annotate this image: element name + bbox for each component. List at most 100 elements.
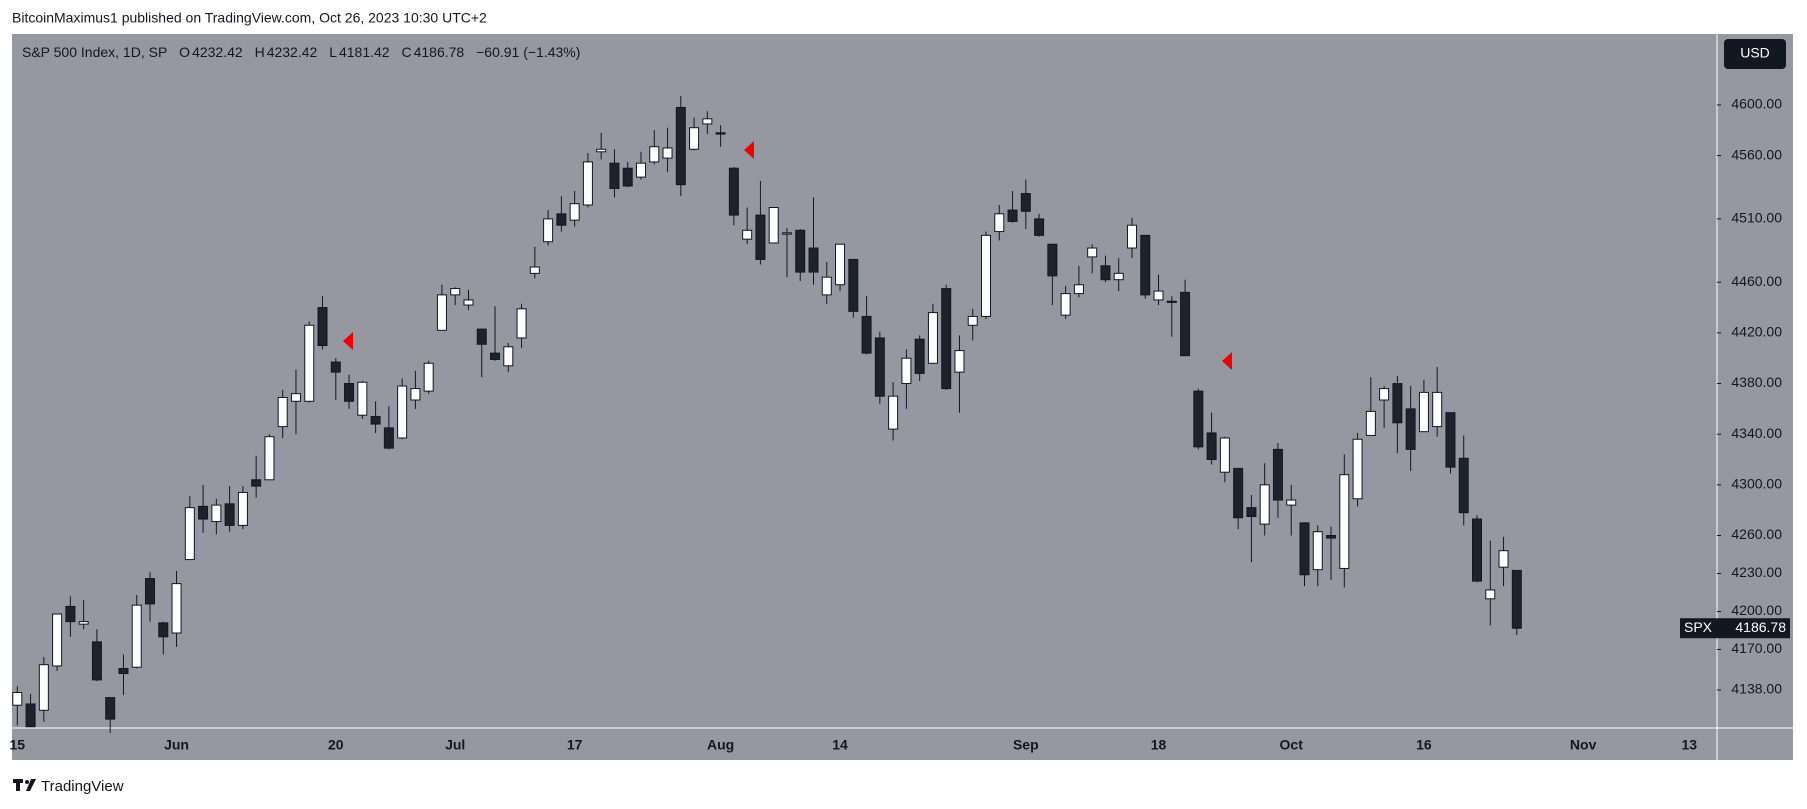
candle-body xyxy=(198,505,209,520)
candle-body xyxy=(1312,531,1323,571)
legend-title: S&P 500 Index, 1D, SP xyxy=(22,44,168,60)
candle-body xyxy=(635,162,646,178)
candle-body xyxy=(211,504,222,523)
legend-key: H xyxy=(254,44,265,60)
candle-body xyxy=(781,232,792,235)
candle-body xyxy=(715,132,726,135)
currency-badge[interactable] xyxy=(1724,39,1786,69)
candle-body xyxy=(662,147,673,159)
x-tick-label: Jun xyxy=(164,737,189,753)
candle-body xyxy=(1498,550,1509,568)
symbol-label: SPX xyxy=(1684,619,1713,635)
candle-body xyxy=(290,393,301,402)
candle-body xyxy=(1180,291,1191,357)
x-tick-label: Oct xyxy=(1280,737,1304,753)
y-tick-label: 4600.00 xyxy=(1731,96,1782,112)
candle-body xyxy=(410,388,421,401)
footer-logo xyxy=(13,779,36,791)
candle-body xyxy=(436,294,447,331)
candle-body xyxy=(476,328,487,345)
candle-body xyxy=(423,362,434,392)
x-tick-label: 13 xyxy=(1682,737,1698,753)
y-tick-label: 4260.00 xyxy=(1731,526,1782,542)
legend-change: −60.91 (−1.43%) xyxy=(476,44,581,60)
candle-body xyxy=(596,148,607,153)
candle-body xyxy=(357,381,368,416)
candle-body xyxy=(768,207,779,244)
candle-body xyxy=(158,622,169,638)
candle-body xyxy=(1286,499,1297,506)
signal-marker xyxy=(1222,352,1232,370)
candle-body xyxy=(1326,535,1337,539)
candle-body xyxy=(702,118,713,125)
candle-body xyxy=(888,395,899,430)
y-tick-label: 4300.00 xyxy=(1731,476,1782,492)
candle-body xyxy=(861,315,872,354)
candle-body xyxy=(38,664,49,711)
ohlc-legend: S&P 500 Index, 1D, SP O 4232.42 H 4232.42 … xyxy=(22,44,582,60)
candle-body xyxy=(277,396,288,428)
x-tick-label: 15 xyxy=(10,737,26,753)
x-tick-label: 14 xyxy=(832,737,848,753)
candle-body xyxy=(251,479,262,487)
x-tick-label: 17 xyxy=(567,737,583,753)
candle-body xyxy=(105,697,116,720)
publisher-header: BitcoinMaximus1 published on TradingView… xyxy=(12,10,487,26)
candle-body xyxy=(556,213,567,226)
candle-body xyxy=(1087,247,1098,258)
candle-body xyxy=(344,383,355,402)
y-tick-label: 4420.00 xyxy=(1731,324,1782,340)
candle-body xyxy=(383,427,394,449)
candle-body xyxy=(954,350,965,373)
candle-body xyxy=(1126,224,1137,249)
y-tick-label: 4200.00 xyxy=(1731,602,1782,618)
candle-body xyxy=(1458,457,1469,514)
candle-body xyxy=(370,415,381,425)
candle-body xyxy=(609,162,620,190)
candle-body xyxy=(994,213,1005,233)
candle-body xyxy=(529,266,540,274)
candle-body xyxy=(450,288,461,296)
candle-body xyxy=(1432,391,1443,428)
candle-body xyxy=(131,604,142,668)
candle-body xyxy=(1034,218,1045,236)
candle-body xyxy=(795,229,806,273)
candle-body xyxy=(237,491,248,526)
footer-brand: TradingView xyxy=(41,778,124,795)
candle-body xyxy=(1233,467,1244,519)
candle-body xyxy=(941,288,952,390)
x-tick-label: Jul xyxy=(445,737,465,753)
x-tick-label: Nov xyxy=(1570,737,1597,753)
candle-body xyxy=(1166,300,1177,303)
y-tick-label: 4230.00 xyxy=(1731,564,1782,580)
candle-body xyxy=(1047,243,1058,277)
candle-body xyxy=(304,324,315,402)
candle-body xyxy=(967,315,978,326)
candle-body xyxy=(1418,391,1429,433)
legend-value: 4186.78 xyxy=(413,44,465,60)
legend-key: L xyxy=(329,44,337,60)
candle-body xyxy=(1511,569,1522,629)
candle-body xyxy=(742,229,753,240)
candle-body xyxy=(675,106,686,186)
candle-body xyxy=(1272,448,1283,501)
candle-body xyxy=(1007,209,1018,222)
candle-body xyxy=(728,167,739,216)
legend-value: 4232.42 xyxy=(266,44,318,60)
candle-body xyxy=(821,276,832,296)
legend-value: 4181.42 xyxy=(338,44,390,60)
candle-body xyxy=(1392,383,1403,424)
y-tick-label: 4340.00 xyxy=(1731,425,1782,441)
candle-body xyxy=(52,613,63,667)
candle-body xyxy=(65,605,76,623)
y-tick-label: 4138.00 xyxy=(1731,681,1782,697)
candle-body xyxy=(1379,388,1390,401)
x-tick-label: 16 xyxy=(1416,737,1432,753)
candle-body xyxy=(330,361,341,373)
price-badge xyxy=(1717,618,1790,639)
candle-body xyxy=(543,218,554,243)
price-label: 4186.78 xyxy=(1735,619,1786,635)
candle-body xyxy=(1060,293,1071,316)
